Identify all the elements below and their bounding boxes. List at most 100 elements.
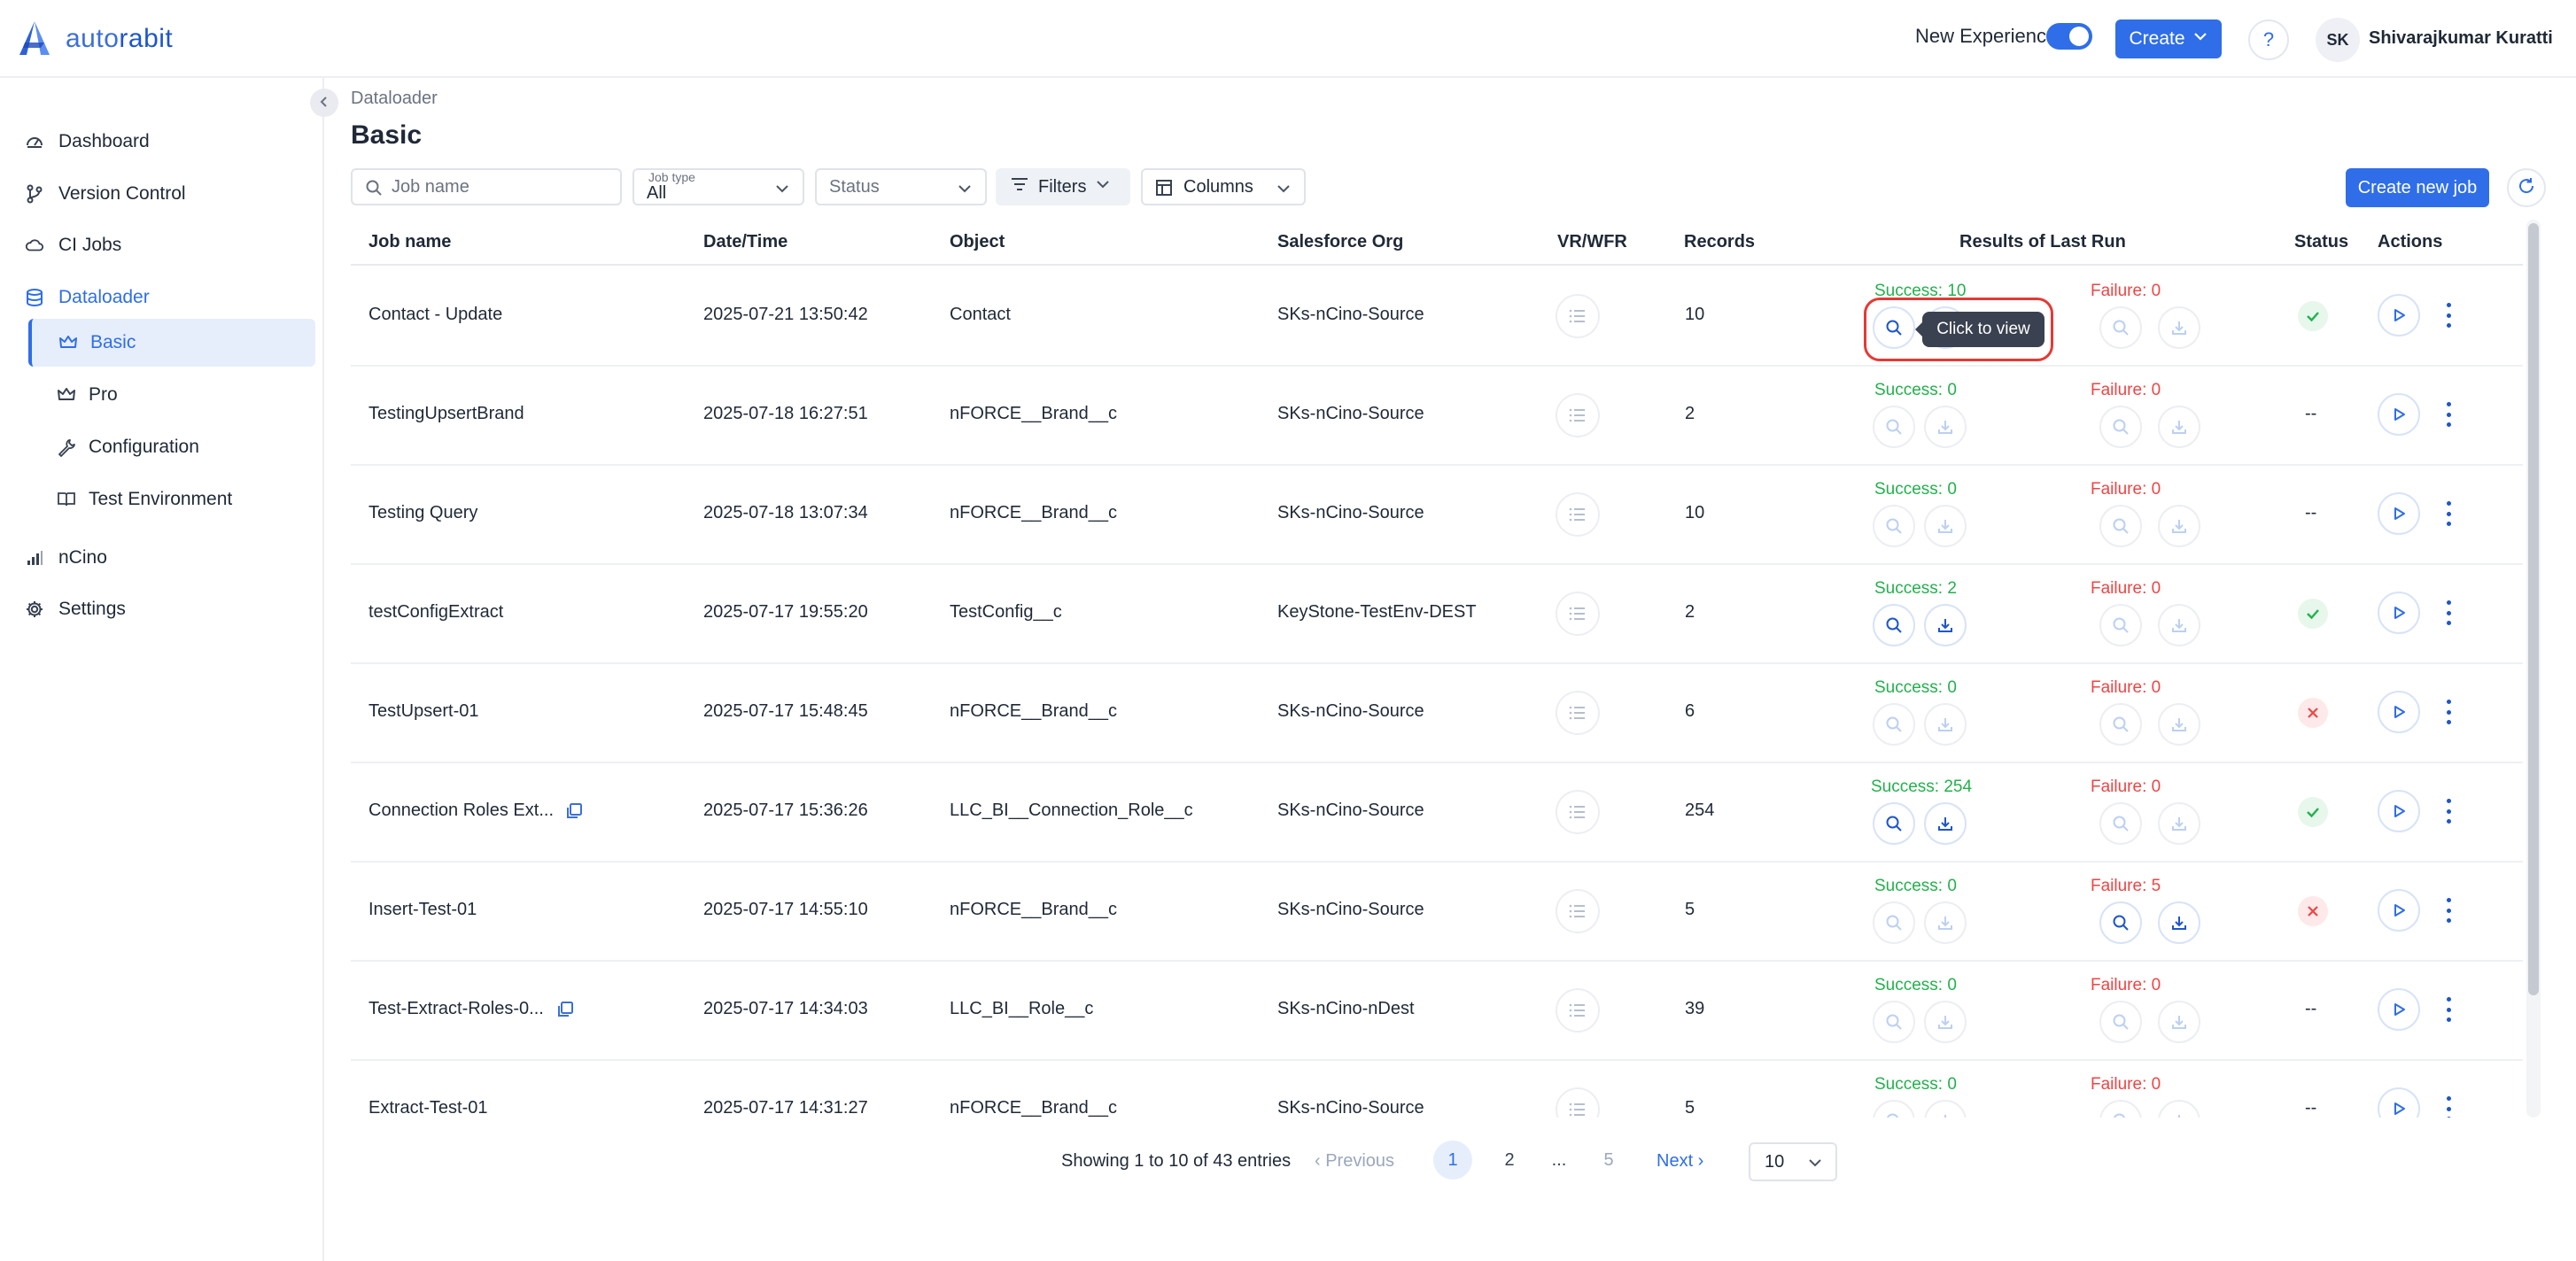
sidebar-subitem-pro[interactable]: Pro (28, 371, 315, 419)
vr-wfr-list-button[interactable] (1556, 790, 1600, 834)
download-success-button[interactable] (1924, 703, 1967, 746)
run-job-button[interactable] (2378, 294, 2420, 337)
job-name-cell[interactable]: Contact - Update (369, 305, 503, 324)
view-failure-button[interactable] (2099, 1001, 2142, 1043)
new-experience-toggle[interactable] (2046, 23, 2092, 50)
vr-wfr-list-button[interactable] (1556, 691, 1600, 735)
download-failure-button[interactable] (2158, 1100, 2200, 1118)
download-success-button[interactable] (1924, 604, 1967, 646)
more-actions-button[interactable] (2440, 496, 2457, 531)
view-failure-button[interactable] (2099, 306, 2142, 349)
column-header-object[interactable]: Object (950, 232, 1005, 251)
view-failure-button[interactable] (2099, 703, 2142, 746)
sidebar-subitem-basic[interactable]: Basic (28, 319, 315, 367)
view-failure-button[interactable] (2099, 406, 2142, 448)
vr-wfr-list-button[interactable] (1556, 889, 1600, 933)
view-failure-button[interactable] (2099, 1100, 2142, 1118)
more-actions-button[interactable] (2440, 992, 2457, 1027)
table-row[interactable]: TestUpsert-01 2025-07-17 15:48:45 nFORCE__… (351, 664, 2523, 763)
table-row[interactable]: testConfigExtract 2025-07-17 19:55:20 Test… (351, 565, 2523, 664)
vr-wfr-list-button[interactable] (1556, 988, 1600, 1033)
search-input[interactable]: Job name (392, 176, 469, 197)
more-actions-button[interactable] (2440, 893, 2457, 928)
job-name-cell[interactable]: TestUpsert-01 (369, 701, 479, 721)
job-name-cell[interactable]: Testing Query (369, 503, 478, 522)
download-failure-button[interactable] (2158, 306, 2200, 349)
sidebar-item-ncino[interactable]: nCino (25, 536, 107, 580)
page-size-select[interactable]: 10 (1749, 1142, 1837, 1181)
page-button-1[interactable]: 1 (1433, 1141, 1472, 1180)
download-failure-button[interactable] (2158, 406, 2200, 448)
view-success-button[interactable] (1873, 406, 1915, 448)
next-page-button[interactable]: Next › (1657, 1151, 1703, 1172)
columns-select[interactable]: Columns (1141, 168, 1306, 205)
copy-icon[interactable] (565, 802, 583, 824)
sidebar-item-version-control[interactable]: Version Control (25, 172, 186, 216)
previous-page-button[interactable]: ‹ Previous (1315, 1151, 1394, 1172)
create-new-job-button[interactable]: Create new job (2346, 168, 2489, 207)
table-row[interactable]: Testing Query 2025-07-18 13:07:34 nFORCE__… (351, 466, 2523, 565)
page-button-5[interactable]: 5 (1603, 1149, 1614, 1170)
more-actions-button[interactable] (2440, 595, 2457, 630)
breadcrumb[interactable]: Dataloader (351, 89, 438, 108)
view-success-button[interactable] (1873, 703, 1915, 746)
download-failure-button[interactable] (2158, 1001, 2200, 1043)
autorabit-logo[interactable]: autorabit (14, 18, 173, 60)
view-success-button[interactable] (1873, 802, 1915, 845)
avatar[interactable]: SK (2316, 18, 2360, 62)
table-row[interactable]: TestingUpsertBrand 2025-07-18 16:27:51 nFO… (351, 367, 2523, 466)
copy-icon[interactable] (556, 1001, 574, 1023)
download-success-button[interactable] (1924, 505, 1967, 547)
run-job-button[interactable] (2378, 790, 2420, 832)
status-select[interactable]: Status (815, 168, 987, 205)
more-actions-button[interactable] (2440, 694, 2457, 730)
more-actions-button[interactable] (2440, 793, 2457, 829)
scrollbar-thumb[interactable] (2528, 223, 2539, 995)
run-job-button[interactable] (2378, 492, 2420, 535)
column-header-salesforce-org[interactable]: Salesforce Org (1277, 232, 1404, 251)
sidebar-item-dashboard[interactable]: Dashboard (25, 120, 150, 164)
column-header-datetime[interactable]: Date/Time (703, 232, 788, 251)
job-name-search-field[interactable]: Job name (351, 168, 622, 205)
run-job-button[interactable] (2378, 592, 2420, 634)
sidebar-item-settings[interactable]: Settings (25, 587, 126, 631)
download-success-button[interactable] (1924, 406, 1967, 448)
download-success-button[interactable] (1924, 802, 1967, 845)
table-row[interactable]: Test-Extract-Roles-0... 2025-07-17 14:34:… (351, 962, 2523, 1061)
job-name-cell[interactable]: Insert-Test-01 (369, 900, 477, 919)
more-actions-button[interactable] (2440, 298, 2457, 333)
job-name-cell[interactable]: Extract-Test-01 (369, 1098, 488, 1118)
help-button[interactable]: ? (2248, 19, 2289, 60)
refresh-button[interactable] (2507, 168, 2546, 207)
download-success-button[interactable] (1924, 1100, 1967, 1118)
download-failure-button[interactable] (2158, 703, 2200, 746)
run-job-button[interactable] (2378, 988, 2420, 1031)
vr-wfr-list-button[interactable] (1556, 1087, 1600, 1118)
table-row[interactable]: Extract-Test-01 2025-07-17 14:31:27 nFORCE… (351, 1061, 2523, 1118)
column-header-job-name[interactable]: Job name (369, 232, 452, 251)
job-name-cell[interactable]: testConfigExtract (369, 602, 504, 622)
download-success-button[interactable] (1924, 901, 1967, 944)
download-failure-button[interactable] (2158, 901, 2200, 944)
run-job-button[interactable] (2378, 393, 2420, 436)
vr-wfr-list-button[interactable] (1556, 294, 1600, 338)
job-name-cell[interactable]: Test-Extract-Roles-0... (369, 999, 544, 1018)
run-job-button[interactable] (2378, 889, 2420, 932)
table-row[interactable]: Insert-Test-01 2025-07-17 14:55:10 nFORCE_… (351, 863, 2523, 962)
collapse-sidebar-button[interactable] (310, 89, 338, 117)
sidebar-item-dataloader[interactable]: Dataloader (25, 275, 150, 320)
vr-wfr-list-button[interactable] (1556, 492, 1600, 537)
page-button-2[interactable]: 2 (1504, 1149, 1515, 1170)
view-success-button[interactable] (1873, 306, 1915, 349)
download-failure-button[interactable] (2158, 505, 2200, 547)
column-header-records[interactable]: Records (1684, 232, 1756, 251)
vr-wfr-list-button[interactable] (1556, 393, 1600, 437)
view-failure-button[interactable] (2099, 901, 2142, 944)
create-dropdown-button[interactable]: Create (2115, 19, 2222, 58)
download-failure-button[interactable] (2158, 604, 2200, 646)
table-row[interactable]: Contact - Update 2025-07-21 13:50:42 Conta… (351, 267, 2523, 367)
job-name-cell[interactable]: Connection Roles Ext... (369, 801, 554, 820)
view-failure-button[interactable] (2099, 802, 2142, 845)
view-success-button[interactable] (1873, 901, 1915, 944)
view-failure-button[interactable] (2099, 505, 2142, 547)
